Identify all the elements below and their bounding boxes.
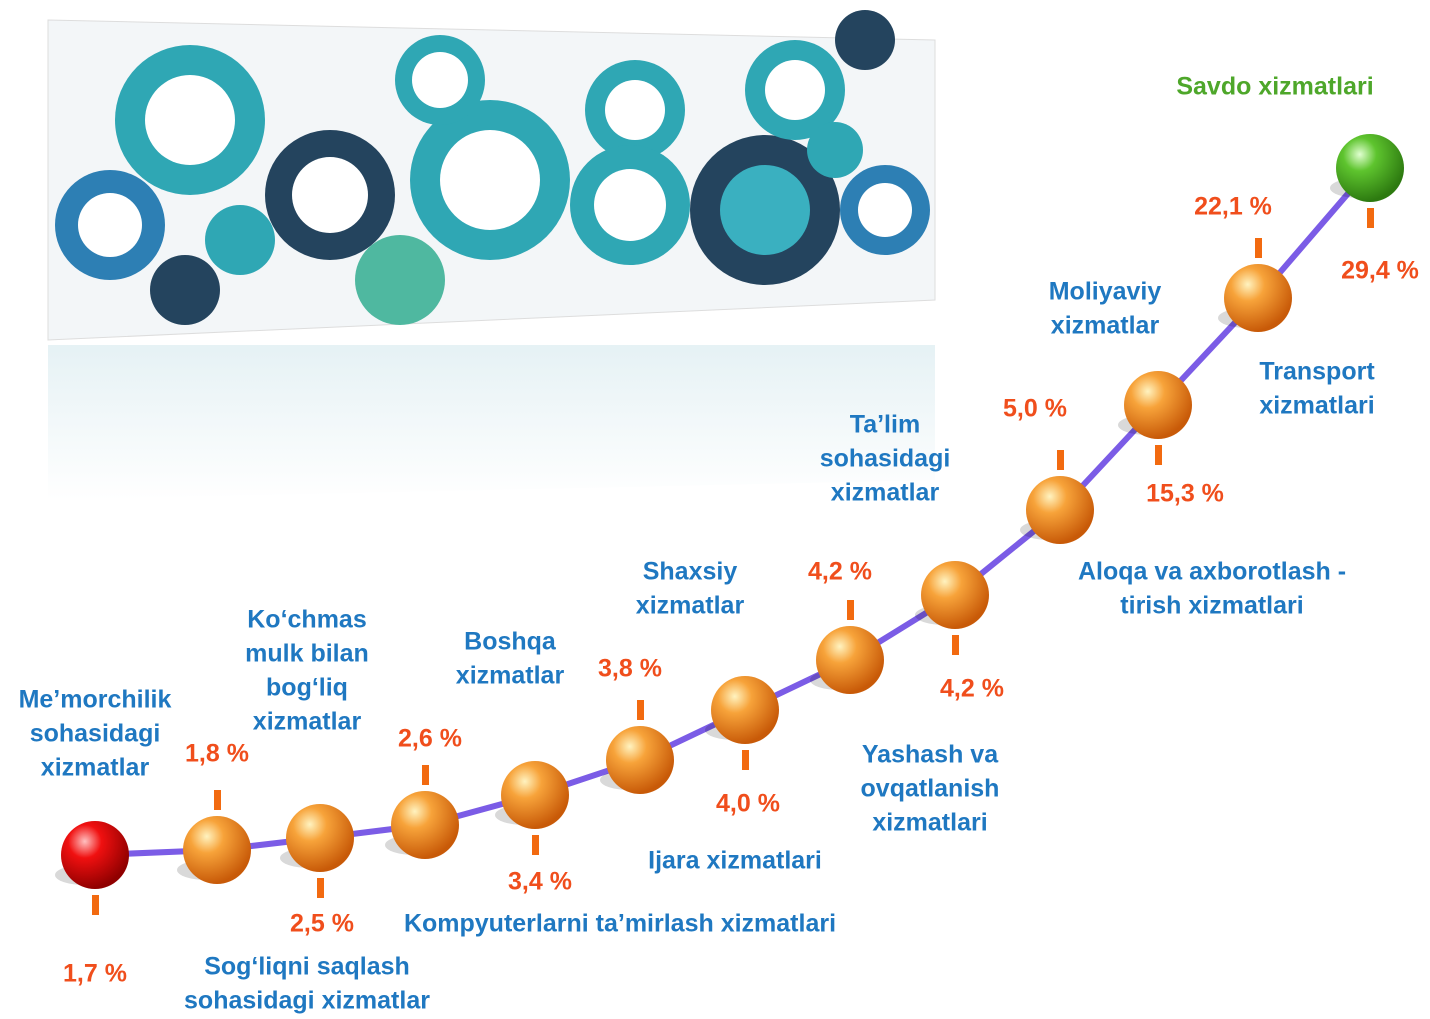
tick <box>317 878 324 898</box>
percent: 3,4 % <box>508 868 572 896</box>
tick <box>1155 445 1162 465</box>
service-label: Kompyuterlarni ta’mirlash xizmatlari <box>404 910 836 938</box>
service-label: mulk bilan <box>245 640 369 668</box>
service-label: xizmatlar <box>41 754 150 782</box>
service-label: sohasidagi <box>820 445 951 473</box>
ball <box>1336 134 1404 202</box>
ball <box>921 561 989 629</box>
service-label: xizmatlari <box>1259 392 1374 420</box>
percent: 4,2 % <box>940 675 1004 703</box>
tick <box>1367 208 1374 228</box>
ball <box>61 821 129 889</box>
service-label: xizmatlar <box>1051 312 1160 340</box>
ball <box>286 804 354 872</box>
infographic: 1,7 %Me’morchiliksohasidagixizmatlar1,8 … <box>0 0 1430 1019</box>
service-label: sohasidagi xizmatlar <box>184 987 430 1015</box>
service-label: Moliyaviy <box>1049 278 1162 306</box>
service-label: ovqatlanish <box>861 775 1000 803</box>
percent: 22,1 % <box>1194 193 1272 221</box>
gears-banner <box>48 10 935 500</box>
service-label: Ta’lim <box>850 411 920 439</box>
service-label: Transport <box>1259 358 1375 386</box>
percent: 2,5 % <box>290 910 354 938</box>
ball <box>391 791 459 859</box>
tick <box>422 765 429 785</box>
service-label: tirish xizmatlari <box>1120 592 1303 620</box>
percent: 15,3 % <box>1146 480 1224 508</box>
percent: 5,0 % <box>1003 395 1067 423</box>
canvas: 1,7 %Me’morchiliksohasidagixizmatlar1,8 … <box>0 0 1430 1019</box>
ball <box>1124 371 1192 439</box>
ball <box>711 676 779 744</box>
tick <box>742 750 749 770</box>
tick <box>1057 450 1064 470</box>
ball <box>1026 476 1094 544</box>
service-label: xizmatlari <box>872 809 987 837</box>
percent: 1,8 % <box>185 740 249 768</box>
percent: 1,7 % <box>63 960 127 988</box>
tick <box>952 635 959 655</box>
percent: 29,4 % <box>1341 257 1419 285</box>
service-label: Ijara xizmatlari <box>648 847 822 875</box>
service-label: bog‘liq <box>266 674 348 702</box>
ball <box>1224 264 1292 332</box>
service-label: xizmatlar <box>636 592 745 620</box>
tick <box>847 600 854 620</box>
ball <box>183 816 251 884</box>
percent: 3,8 % <box>598 655 662 683</box>
service-label: Aloqa va axborotlash - <box>1078 558 1346 586</box>
service-label: Boshqa <box>464 628 557 656</box>
service-label: sohasidagi <box>30 720 161 748</box>
service-label: Savdo xizmatlari <box>1176 73 1373 101</box>
tick <box>214 790 221 810</box>
tick <box>1255 238 1262 258</box>
tick <box>532 835 539 855</box>
ball <box>501 761 569 829</box>
percent: 2,6 % <box>398 725 462 753</box>
service-label: Sog‘liqni saqlash <box>204 953 410 981</box>
service-label: Me’morchilik <box>19 686 172 714</box>
service-label: xizmatlar <box>253 708 362 736</box>
percent: 4,0 % <box>716 790 780 818</box>
service-label: xizmatlar <box>456 662 565 690</box>
ball <box>606 726 674 794</box>
service-label: Yashash va <box>862 741 999 769</box>
percent: 4,2 % <box>808 558 872 586</box>
service-label: xizmatlar <box>831 479 940 507</box>
ball <box>816 626 884 694</box>
tick <box>92 895 99 915</box>
tick <box>637 700 644 720</box>
service-label: Ko‘chmas <box>247 606 366 634</box>
service-label: Shaxsiy <box>643 558 738 586</box>
